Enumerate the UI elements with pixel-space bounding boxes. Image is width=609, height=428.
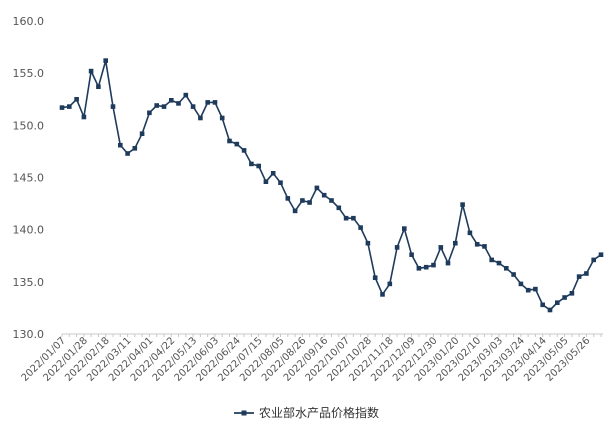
data-point	[227, 138, 232, 144]
data-point	[314, 185, 320, 191]
data-point	[482, 244, 487, 249]
data-point	[576, 274, 582, 279]
data-point	[533, 286, 538, 292]
y-tick-label: 160.0	[13, 15, 45, 28]
data-point	[540, 302, 545, 308]
data-point	[67, 104, 72, 109]
data-point	[74, 97, 79, 102]
data-point	[438, 245, 444, 250]
data-point	[139, 131, 145, 136]
y-tick-label: 150.0	[13, 119, 45, 132]
series-line-group	[59, 58, 604, 313]
data-point	[351, 215, 356, 221]
data-point	[321, 192, 327, 198]
legend: 农业部水产品价格指数	[234, 405, 379, 420]
data-point	[154, 103, 159, 108]
data-point	[474, 242, 480, 247]
data-point	[547, 307, 553, 313]
data-point	[387, 281, 393, 287]
data-point	[336, 205, 342, 211]
data-point	[445, 260, 451, 266]
data-point	[598, 252, 604, 257]
data-point	[234, 141, 240, 147]
data-point	[569, 291, 575, 296]
data-point	[241, 148, 247, 153]
data-point	[511, 272, 516, 277]
data-point	[525, 287, 531, 293]
data-point	[96, 84, 101, 89]
data-point	[402, 226, 407, 231]
data-point	[278, 180, 283, 185]
data-point	[372, 275, 378, 280]
data-point	[169, 98, 174, 103]
data-point	[118, 142, 123, 148]
data-point	[460, 202, 465, 207]
data-point	[329, 198, 334, 203]
legend-label: 农业部水产品价格指数	[259, 405, 379, 420]
data-point	[380, 292, 385, 297]
data-point	[263, 179, 269, 184]
y-tick-label: 155.0	[13, 67, 45, 80]
y-tick-label: 145.0	[13, 172, 45, 185]
data-point	[343, 215, 349, 221]
data-point	[81, 114, 87, 120]
data-point	[212, 100, 218, 105]
data-point	[249, 161, 254, 167]
data-point	[270, 171, 276, 176]
data-point	[409, 252, 414, 257]
data-point	[59, 105, 65, 110]
data-point	[125, 151, 130, 156]
data-point	[103, 58, 108, 63]
data-point	[584, 271, 589, 276]
data-point	[453, 240, 458, 246]
data-point	[176, 101, 181, 106]
data-point	[88, 68, 94, 74]
data-point	[394, 245, 400, 250]
data-point	[504, 266, 509, 271]
data-point	[183, 92, 189, 98]
data-point	[423, 264, 429, 270]
legend-marker-icon	[241, 410, 247, 416]
data-point	[132, 146, 138, 151]
data-point	[292, 208, 298, 214]
y-tick-label: 140.0	[13, 224, 45, 237]
data-point	[300, 198, 305, 203]
data-point	[307, 200, 312, 205]
data-point	[591, 257, 596, 263]
y-axis: 130.0 135.0 140.0 145.0 150.0 155.0 160.0	[13, 15, 45, 341]
data-point	[416, 266, 422, 271]
data-point	[496, 260, 502, 266]
data-point	[431, 262, 436, 268]
data-point	[518, 281, 524, 287]
data-point	[147, 110, 152, 116]
y-tick-label: 135.0	[13, 276, 45, 289]
data-point	[198, 115, 203, 121]
data-point	[365, 240, 371, 246]
data-point	[190, 104, 196, 109]
data-point	[358, 225, 363, 230]
data-point	[555, 300, 560, 305]
data-point	[219, 115, 225, 121]
data-point	[161, 104, 167, 109]
data-point	[489, 257, 494, 263]
data-point	[467, 230, 473, 236]
series-line	[61, 59, 602, 311]
data-point	[205, 100, 210, 105]
data-point	[285, 196, 291, 201]
data-point	[256, 163, 261, 169]
x-axis: 2022/01/072022/01/282022/02/182022/03/11…	[20, 334, 602, 384]
data-point	[110, 104, 116, 109]
data-point	[562, 295, 567, 300]
y-tick-label: 130.0	[13, 328, 45, 341]
